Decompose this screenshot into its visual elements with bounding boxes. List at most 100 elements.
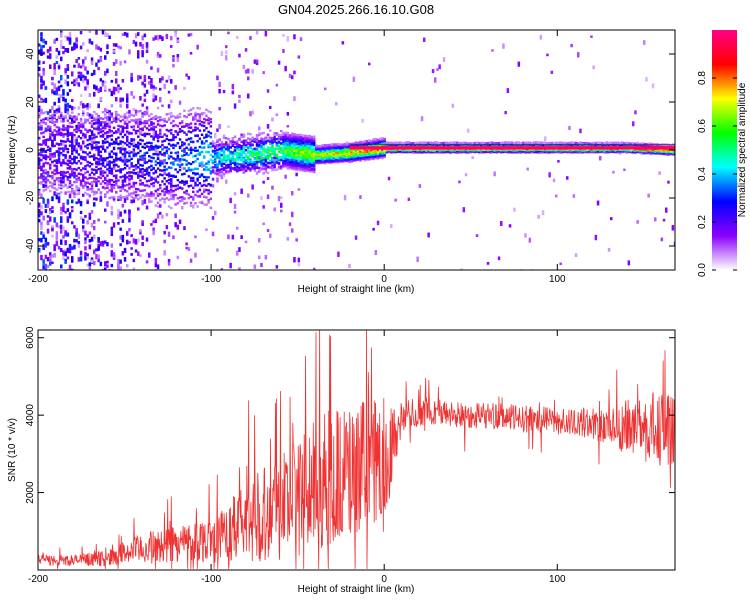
heatmap-cell <box>249 152 252 155</box>
heatmap-cell <box>71 144 74 150</box>
heatmap-cell <box>148 193 151 196</box>
heatmap-cell <box>266 229 270 233</box>
heatmap-cell <box>306 158 309 162</box>
heatmap-cell <box>286 112 290 116</box>
heatmap-cell <box>110 263 114 268</box>
heatmap-cell <box>82 110 85 113</box>
heatmap-cell <box>84 66 87 71</box>
heatmap-cell <box>101 164 105 167</box>
heatmap-cell <box>115 156 118 162</box>
heatmap-cell <box>66 64 70 68</box>
heatmap-cell <box>196 205 199 208</box>
heatmap-cell <box>112 222 116 228</box>
heatmap-cell <box>203 124 206 128</box>
heatmap-cell <box>112 252 116 258</box>
heatmap-cell <box>99 191 103 194</box>
heatmap-cell <box>68 89 72 92</box>
heatmap-cell <box>106 146 109 149</box>
heatmap-cell <box>156 188 160 191</box>
heatmap-cell <box>209 135 213 139</box>
heatmap-cell <box>154 117 158 121</box>
heatmap-cell <box>49 127 52 131</box>
heatmap-cell <box>308 146 312 150</box>
heatmap-cell <box>51 196 54 202</box>
heatmap-cell <box>200 124 204 127</box>
heatmap-cell <box>143 78 147 82</box>
heatmap-cell <box>93 177 96 180</box>
heatmap-cell <box>255 137 259 141</box>
heatmap-cell <box>123 160 127 166</box>
heatmap-cell <box>95 135 98 138</box>
heatmap-cell <box>189 146 193 152</box>
heatmap-cell <box>262 153 265 156</box>
heatmap-cell <box>295 238 298 242</box>
heatmap-cell <box>260 263 263 268</box>
heatmap-cell <box>346 141 349 144</box>
heatmap-cell <box>44 237 48 243</box>
heatmap-cell <box>66 232 70 237</box>
heatmap-cell <box>324 162 327 165</box>
heatmap-cell <box>222 150 226 154</box>
heatmap-cell <box>233 166 237 169</box>
heatmap-cell <box>90 155 94 158</box>
heatmap-cell <box>291 153 294 156</box>
heatmap-cell <box>49 181 52 184</box>
heatmap-cell <box>401 141 404 145</box>
heatmap-cell <box>139 189 142 193</box>
heatmap-cell <box>139 170 142 173</box>
heatmap-cell <box>132 138 136 141</box>
heatmap-cell <box>288 138 292 141</box>
heatmap-cell <box>82 135 85 139</box>
heatmap-cell <box>90 190 94 194</box>
heatmap-cell <box>40 147 43 151</box>
heatmap-cell <box>352 144 356 147</box>
heatmap-cell <box>145 106 149 110</box>
heatmap-cell <box>64 154 67 157</box>
heatmap-cell <box>110 205 114 210</box>
heatmap-cell <box>275 161 279 164</box>
heatmap-cell <box>431 149 435 152</box>
heatmap-cell <box>306 168 309 171</box>
heatmap-cell <box>229 169 232 173</box>
heatmap-cell <box>44 141 48 144</box>
heatmap-cell <box>108 142 111 145</box>
heatmap-cell <box>119 87 122 90</box>
heatmap-cell <box>200 201 204 205</box>
heatmap-cell <box>222 162 226 166</box>
heatmap-cell <box>88 103 92 109</box>
heatmap-cell <box>315 158 318 162</box>
heatmap-cell <box>60 176 63 180</box>
heatmap-cell <box>44 267 48 270</box>
heatmap-cell <box>51 114 54 120</box>
heatmap-cell <box>101 117 105 121</box>
heatmap-cell <box>337 156 340 159</box>
heatmap-cell <box>159 145 162 149</box>
heatmap-cell <box>150 78 153 84</box>
heatmap-cell <box>42 198 45 204</box>
heatmap-cell <box>282 157 285 160</box>
heatmap-cell <box>302 154 305 157</box>
heatmap-cell <box>220 164 224 168</box>
heatmap-cell <box>128 179 131 185</box>
heatmap-cell <box>66 67 70 71</box>
heatmap-cell <box>297 161 301 164</box>
heatmap-cell <box>178 145 182 149</box>
heatmap-cell <box>126 140 129 143</box>
heatmap-cell <box>233 149 237 152</box>
heatmap-cell <box>194 154 197 158</box>
heatmap-cell <box>189 108 193 111</box>
heatmap-cell <box>46 118 50 122</box>
heatmap-cell <box>339 157 342 160</box>
heatmap-cell <box>304 154 307 158</box>
heatmap-cell <box>178 158 182 161</box>
heatmap-cell <box>101 82 105 87</box>
heatmap-cell <box>134 171 138 175</box>
heatmap-cell <box>128 192 131 196</box>
heatmap-cell <box>431 141 435 145</box>
heatmap-cell <box>75 177 78 181</box>
heatmap-cell <box>159 211 162 215</box>
heatmap-cell <box>119 196 122 202</box>
heatmap-cell <box>216 139 219 142</box>
heatmap-cell <box>324 146 327 149</box>
heatmap-cell <box>253 162 257 166</box>
